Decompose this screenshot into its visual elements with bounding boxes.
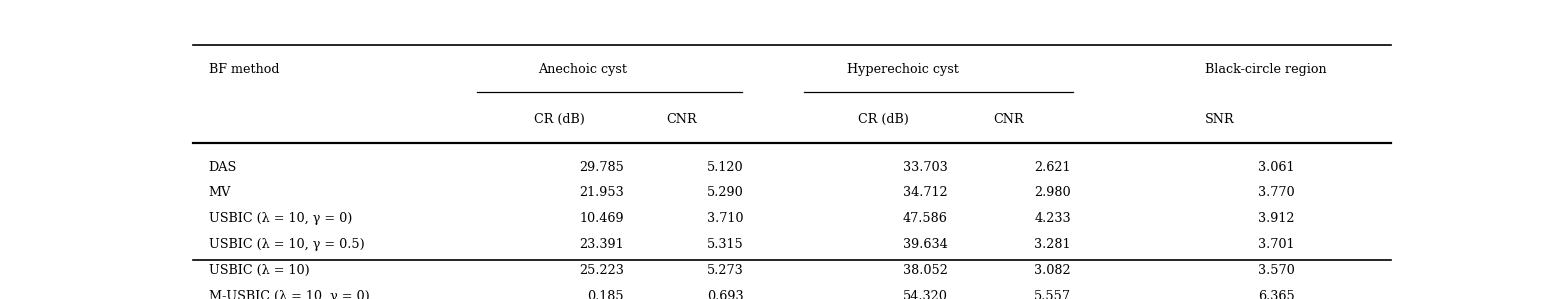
Text: BF method: BF method: [209, 63, 280, 76]
Text: 33.703: 33.703: [902, 161, 947, 174]
Text: CR (dB): CR (dB): [535, 113, 586, 126]
Text: 5.273: 5.273: [708, 264, 745, 277]
Text: USBIC (λ = 10, γ = 0): USBIC (λ = 10, γ = 0): [209, 212, 352, 225]
Text: 3.570: 3.570: [1258, 264, 1295, 277]
Text: 3.710: 3.710: [708, 212, 745, 225]
Text: 3.281: 3.281: [1034, 238, 1071, 251]
Text: 2.621: 2.621: [1034, 161, 1071, 174]
Text: M-USBIC (λ = 10, γ = 0): M-USBIC (λ = 10, γ = 0): [209, 289, 369, 299]
Text: 47.586: 47.586: [902, 212, 947, 225]
Text: 3.061: 3.061: [1258, 161, 1295, 174]
Text: CNR: CNR: [993, 113, 1024, 126]
Text: 3.701: 3.701: [1258, 238, 1295, 251]
Text: 54.320: 54.320: [902, 289, 947, 299]
Text: CR (dB): CR (dB): [857, 113, 908, 126]
Text: 21.953: 21.953: [579, 186, 624, 199]
Text: 5.557: 5.557: [1034, 289, 1071, 299]
Text: 5.120: 5.120: [708, 161, 745, 174]
Text: 2.980: 2.980: [1034, 186, 1071, 199]
Text: 3.912: 3.912: [1258, 212, 1295, 225]
Text: 34.712: 34.712: [902, 186, 947, 199]
Text: 0.185: 0.185: [587, 289, 624, 299]
Text: USBIC (λ = 10, γ = 0.5): USBIC (λ = 10, γ = 0.5): [209, 238, 365, 251]
Text: 5.290: 5.290: [708, 186, 745, 199]
Text: 39.634: 39.634: [902, 238, 947, 251]
Text: Hyperechoic cyst: Hyperechoic cyst: [847, 63, 959, 76]
Text: 5.315: 5.315: [708, 238, 745, 251]
Text: Anechoic cyst: Anechoic cyst: [538, 63, 627, 76]
Text: 3.082: 3.082: [1034, 264, 1071, 277]
Text: 10.469: 10.469: [579, 212, 624, 225]
Text: 4.233: 4.233: [1034, 212, 1071, 225]
Text: DAS: DAS: [209, 161, 236, 174]
Text: MV: MV: [209, 186, 232, 199]
Text: Black-circle region: Black-circle region: [1205, 63, 1327, 76]
Text: 3.770: 3.770: [1258, 186, 1295, 199]
Text: USBIC (λ = 10): USBIC (λ = 10): [209, 264, 309, 277]
Text: CNR: CNR: [666, 113, 697, 126]
Text: 0.693: 0.693: [708, 289, 745, 299]
Text: 38.052: 38.052: [902, 264, 947, 277]
Text: SNR: SNR: [1205, 113, 1234, 126]
Text: 25.223: 25.223: [579, 264, 624, 277]
Text: 29.785: 29.785: [579, 161, 624, 174]
Text: 6.365: 6.365: [1258, 289, 1295, 299]
Text: 23.391: 23.391: [579, 238, 624, 251]
